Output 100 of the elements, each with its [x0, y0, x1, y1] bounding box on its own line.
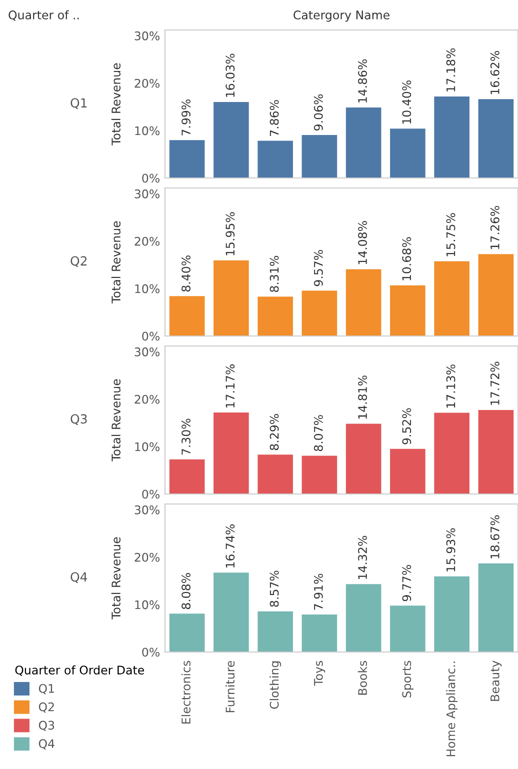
bar — [214, 102, 249, 178]
bar — [214, 412, 249, 494]
legend-title: Quarter of Order Date — [15, 665, 144, 676]
data-label: 16.74% — [226, 524, 235, 568]
bar — [390, 448, 426, 494]
data-label: 14.86% — [358, 59, 367, 102]
data-label: 14.08% — [358, 221, 367, 264]
y-tick-label: 0% — [142, 490, 160, 499]
bar — [346, 584, 382, 652]
y-tick-label: 0% — [142, 332, 160, 341]
y-axis-title: Total Revenue — [111, 537, 120, 620]
bar — [169, 614, 205, 652]
data-label: 8.29% — [270, 414, 279, 450]
y-tick-label: 30% — [134, 189, 160, 198]
text: Q1 — [70, 98, 87, 110]
bar — [302, 290, 338, 336]
bar — [169, 296, 205, 336]
text: Quarter of .. — [8, 10, 79, 21]
bar — [258, 140, 293, 178]
data-label: 10.68% — [402, 237, 412, 280]
data-label: 7.99% — [182, 99, 190, 136]
bar — [302, 614, 338, 652]
data-label: 14.32% — [358, 536, 367, 579]
text: Q3 — [70, 414, 87, 426]
bar — [214, 260, 249, 336]
y-tick-label: 10% — [135, 126, 160, 136]
bar — [434, 261, 470, 336]
bar — [478, 563, 514, 652]
x-tick-label: Books — [358, 660, 367, 695]
bar — [478, 99, 514, 178]
x-tick-label: Electronics — [181, 660, 190, 724]
data-label: 14.81% — [358, 376, 367, 419]
bar — [390, 606, 426, 652]
data-label: 8.31% — [270, 256, 279, 292]
legend-label: Q1 — [38, 684, 54, 694]
data-label: 9.57% — [314, 250, 323, 286]
bar — [302, 135, 338, 178]
bar — [346, 424, 382, 494]
data-label: 17.13% — [446, 364, 456, 408]
legend-label: Q4 — [38, 739, 54, 750]
data-label: 17.72% — [490, 362, 500, 405]
data-label: 15.93% — [446, 528, 456, 572]
y-tick-label: 20% — [134, 394, 160, 404]
bar — [390, 128, 426, 178]
bar — [346, 108, 382, 178]
y-tick-label: 20% — [134, 552, 160, 562]
y-axis-title: Total Revenue — [111, 221, 120, 304]
data-label: 9.06% — [314, 94, 323, 130]
data-label: 8.40% — [182, 256, 190, 292]
data-label: 15.75% — [446, 213, 456, 256]
y-tick-label: 0% — [142, 648, 160, 657]
x-tick-label: Home Applianc.. — [446, 662, 458, 756]
bar — [302, 456, 338, 494]
bar — [434, 576, 470, 652]
y-tick-label: 10% — [135, 284, 160, 294]
y-tick-label: 10% — [135, 600, 160, 610]
y-tick-label: 30% — [134, 31, 160, 40]
bar — [214, 572, 249, 652]
bar — [390, 285, 426, 336]
y-axis-title: Total Revenue — [111, 63, 120, 146]
bar — [258, 611, 293, 652]
x-tick-label: Beauty — [490, 660, 502, 701]
legend-label: Q3 — [38, 720, 54, 732]
bar — [478, 410, 514, 494]
y-tick-label: 0% — [142, 174, 160, 183]
data-label: 16.62% — [490, 51, 500, 94]
data-label: 15.95% — [226, 212, 235, 256]
y-tick-label: 30% — [134, 505, 160, 514]
x-tick-label: Clothing — [270, 661, 282, 709]
bar — [346, 269, 382, 336]
data-label: 7.91% — [314, 574, 323, 610]
data-label: 17.26% — [490, 206, 500, 250]
data-label: 8.07% — [314, 415, 323, 452]
data-label: 18.67% — [490, 515, 500, 558]
text: Q4 — [70, 572, 88, 584]
y-tick-label: 10% — [135, 442, 160, 452]
x-tick-label: Furniture — [225, 660, 235, 712]
x-tick-label: Toys — [314, 660, 326, 686]
data-label: 7.30% — [182, 418, 190, 455]
data-label: 9.52% — [402, 408, 412, 444]
text: Q2 — [70, 256, 87, 268]
bar — [169, 459, 205, 494]
legend-label: Q2 — [38, 702, 54, 713]
y-tick-label: 30% — [134, 347, 160, 356]
data-label: 8.08% — [182, 573, 190, 610]
data-label: 17.18% — [446, 48, 456, 92]
data-label: 9.77% — [402, 565, 412, 602]
bar — [434, 96, 470, 178]
bar — [434, 412, 470, 494]
y-tick-label: 20% — [134, 236, 160, 246]
data-label: 16.03% — [226, 54, 235, 97]
x-tick-label: Sports — [402, 660, 414, 698]
y-axis-title: Total Revenue — [111, 379, 120, 462]
bar — [478, 254, 514, 336]
bar — [258, 296, 293, 336]
bar — [169, 140, 205, 178]
data-label: 8.57% — [270, 570, 279, 607]
y-tick-label: 20% — [134, 78, 160, 88]
data-label: 10.40% — [402, 80, 412, 124]
text: Catergory Name — [294, 10, 390, 22]
